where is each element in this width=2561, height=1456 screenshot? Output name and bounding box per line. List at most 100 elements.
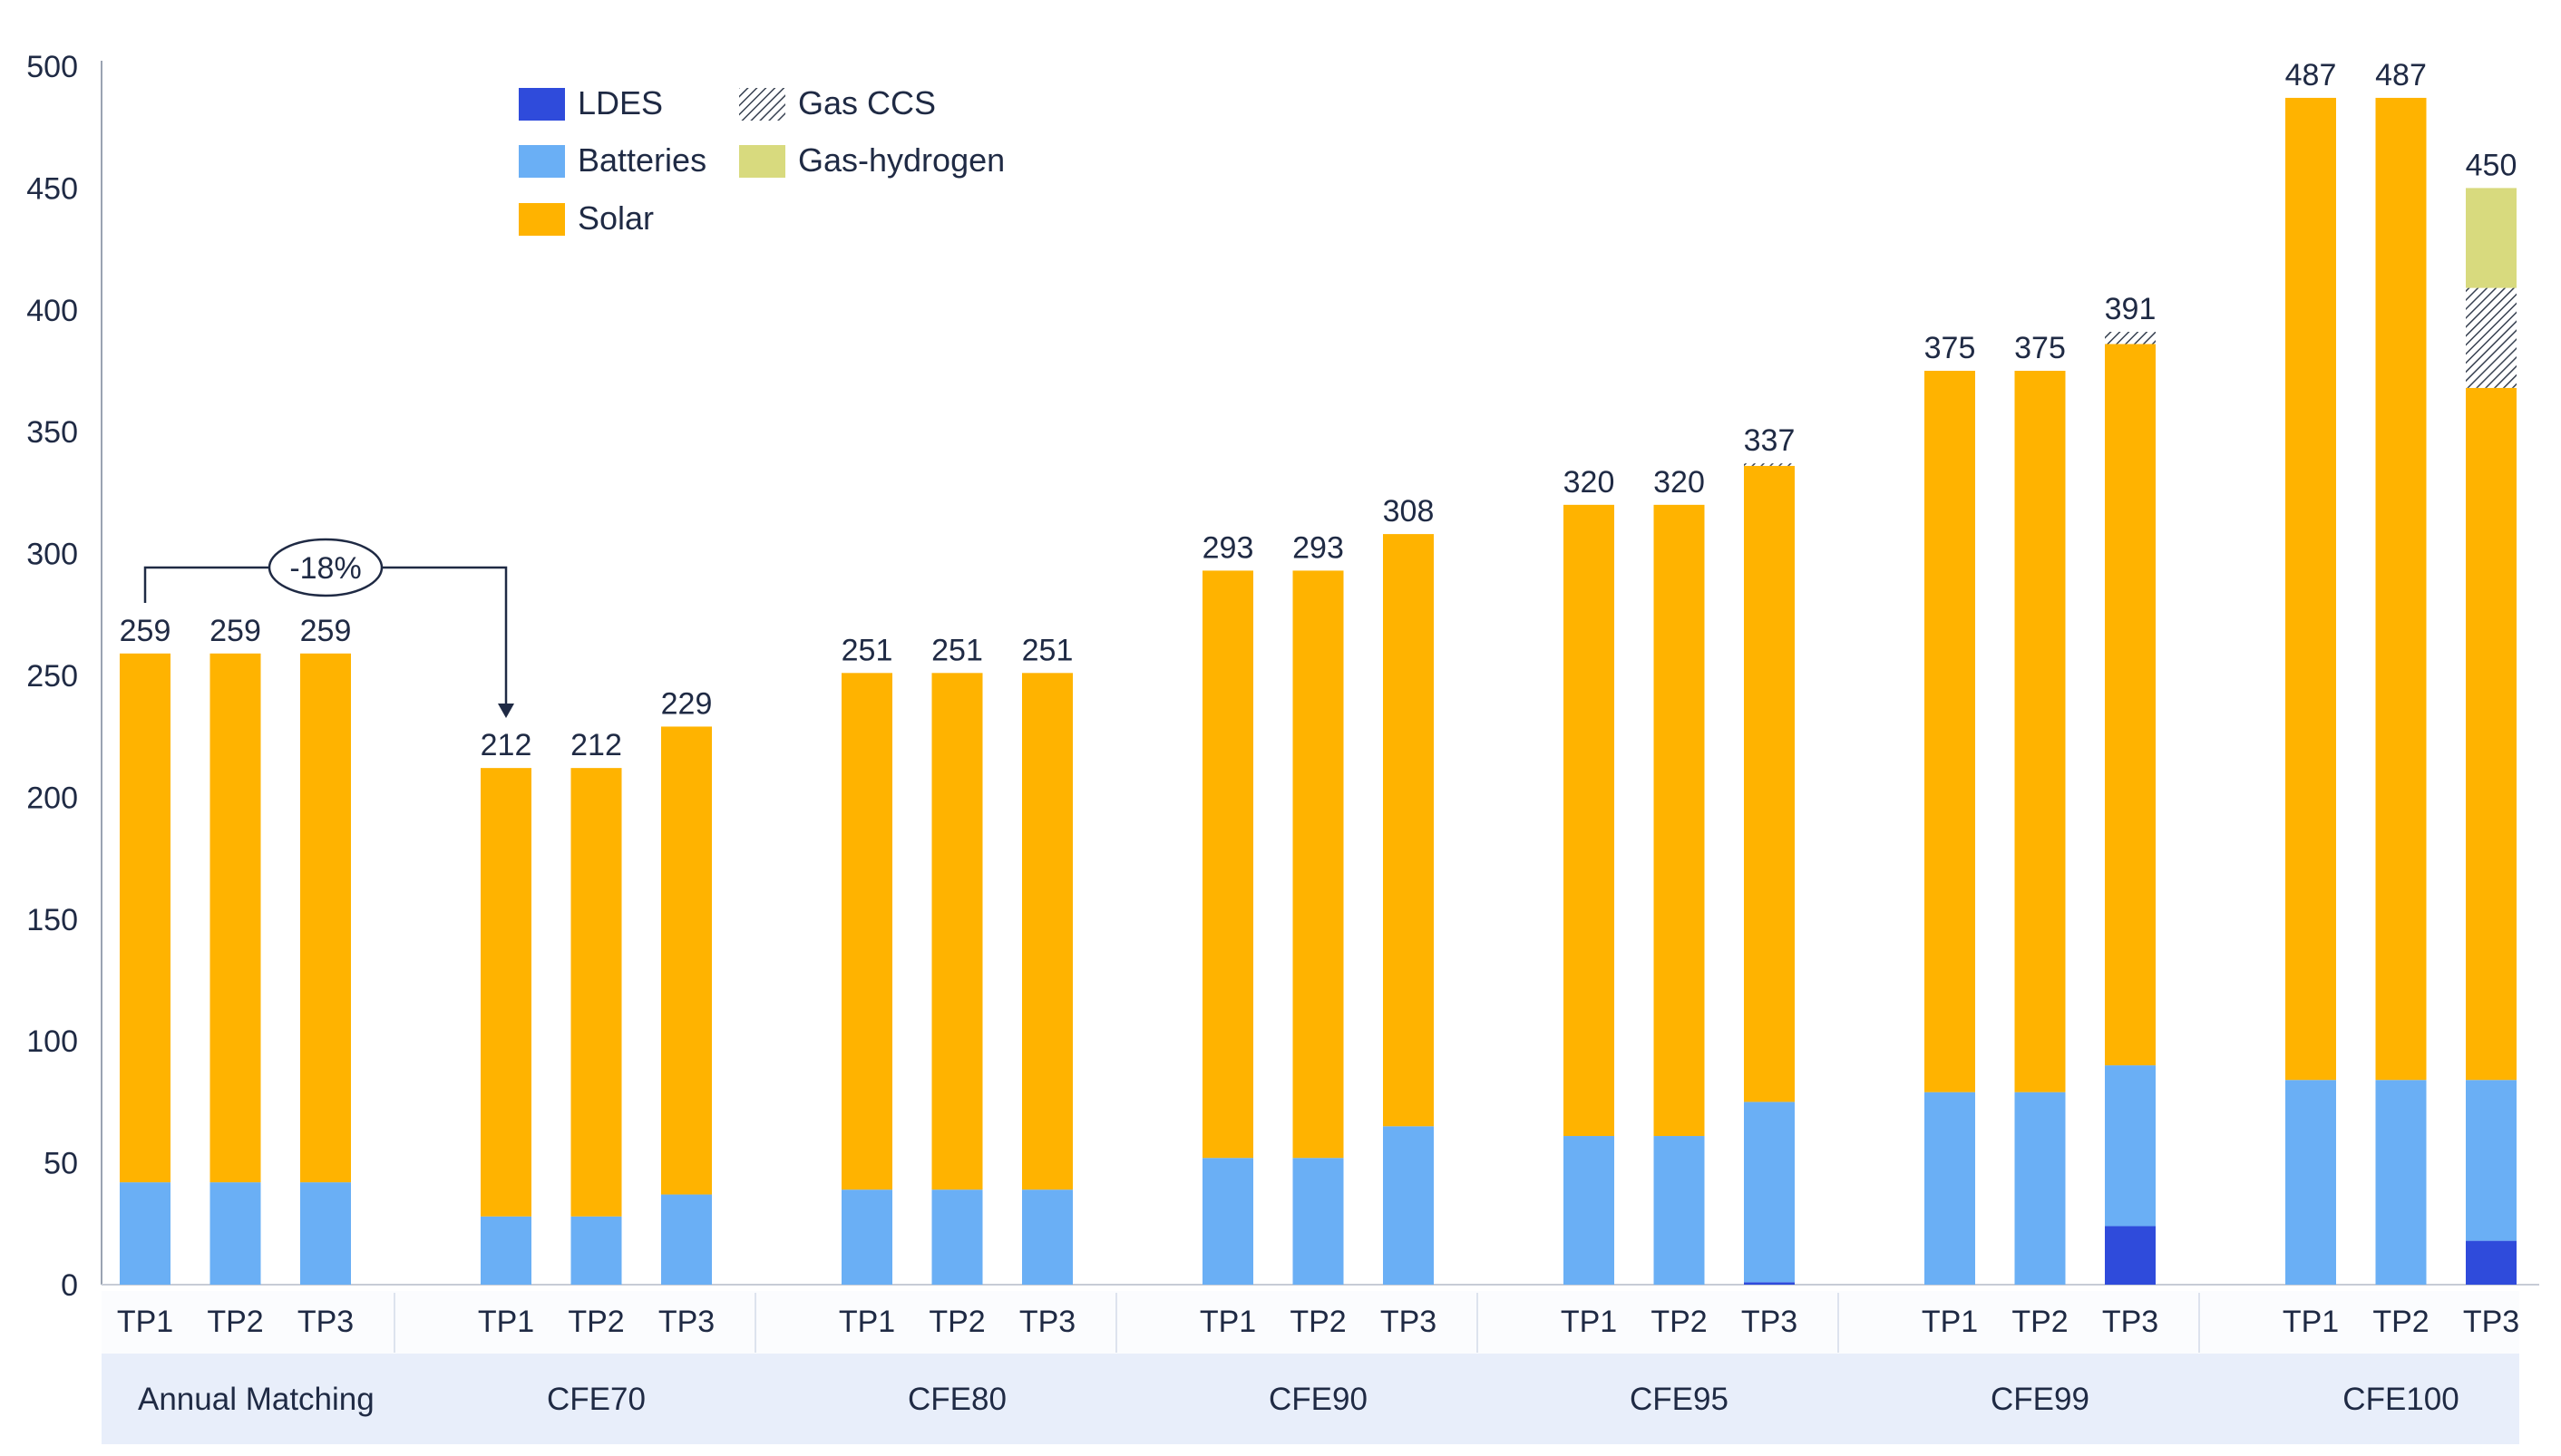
- bar-segment-solar: [2466, 387, 2517, 1081]
- bar-segment-ldes: [2105, 1226, 2156, 1285]
- x-tick-label: TP1: [2283, 1305, 2339, 1339]
- bar-segment-batteries: [209, 1182, 261, 1285]
- bar-segment-solar: [2014, 371, 2066, 1092]
- bar-segment-batteries: [120, 1182, 170, 1285]
- bar-segment-solar: [2105, 344, 2156, 1066]
- bar-segment-solar: [2375, 97, 2427, 1081]
- bar-segment-batteries: [1292, 1158, 1344, 1285]
- legend-swatch-gas-hydrogen: [739, 145, 785, 178]
- bar-segment-solar: [1744, 465, 1795, 1102]
- bar-segment-batteries: [2014, 1092, 2066, 1285]
- bar-segment-ldes: [2466, 1240, 2517, 1285]
- bar-segment-solar: [209, 653, 261, 1183]
- bar-segment-solar: [300, 653, 351, 1183]
- bar-total-label: 375: [1924, 331, 1976, 365]
- bar-segment-solar: [481, 768, 531, 1217]
- group-label-band-bg: [102, 1354, 2519, 1444]
- bar-segment-batteries: [2375, 1080, 2427, 1285]
- legend-label: Gas-hydrogen: [798, 141, 1005, 179]
- y-tick-label: 500: [26, 50, 78, 84]
- legend: LDES Gas CCS Batteries Gas-hydrogen Solar: [519, 84, 1005, 237]
- x-tick-label: TP2: [1651, 1305, 1707, 1339]
- bar-total-label: 229: [661, 686, 713, 721]
- x-tick-label: TP1: [117, 1305, 173, 1339]
- bar-total-label: 308: [1383, 494, 1435, 529]
- legend-swatch-ldes: [519, 88, 565, 121]
- x-tick-label: TP2: [2372, 1305, 2429, 1339]
- x-tick-label: TP3: [1741, 1305, 1797, 1339]
- bar-segment-solar: [1924, 371, 1975, 1092]
- legend-swatch-gas-ccs: [739, 88, 785, 121]
- bar-segment-gas-ccs: [2466, 287, 2517, 388]
- bar-segment-batteries: [1022, 1189, 1073, 1285]
- bar-segment-solar: [120, 653, 170, 1183]
- bar-total-label: 391: [2105, 292, 2157, 326]
- legend-swatch-solar: [519, 203, 565, 236]
- bar-segment-batteries: [570, 1216, 622, 1285]
- bar-segment-batteries: [1924, 1092, 1975, 1285]
- group-label: CFE70: [547, 1382, 646, 1417]
- bar-segment-batteries: [842, 1189, 892, 1285]
- bar-total-label: 337: [1744, 423, 1796, 458]
- annotation: -18%: [143, 538, 514, 718]
- bar-segment-solar: [1292, 570, 1344, 1159]
- bar-total-label: 259: [120, 614, 171, 648]
- bar-total-label: 293: [1292, 530, 1344, 565]
- bar-segment-batteries: [2285, 1080, 2336, 1285]
- annotation-pill: [268, 538, 384, 597]
- bar-segment-batteries: [931, 1189, 983, 1285]
- bar-total-label: 251: [931, 633, 983, 667]
- x-tick-label: TP3: [2102, 1305, 2158, 1339]
- group-label: CFE99: [1991, 1382, 2089, 1417]
- bar-segment-solar: [1022, 673, 1073, 1190]
- bar-segment-solar: [661, 726, 712, 1195]
- bar-total-label: 487: [2375, 58, 2427, 92]
- bar-total-label: 251: [1022, 633, 1074, 667]
- bar-segment-batteries: [661, 1194, 712, 1285]
- bar-total-label: 212: [481, 728, 532, 762]
- bar-total-label: 212: [570, 728, 622, 762]
- bar-segment-batteries: [1383, 1126, 1434, 1285]
- x-tick-label: TP1: [1200, 1305, 1256, 1339]
- bar-segment-batteries: [1653, 1136, 1705, 1285]
- bar-total-label: 375: [2014, 331, 2066, 365]
- y-tick-label: 200: [26, 781, 78, 815]
- bar-segment-gas-ccs: [2105, 331, 2156, 345]
- x-tick-label: TP3: [2463, 1305, 2519, 1339]
- bar-segment-batteries: [1744, 1102, 1795, 1283]
- x-tick-label: TP2: [2011, 1305, 2068, 1339]
- bar-segment-solar: [1563, 504, 1614, 1137]
- bar-segment-solar: [1653, 504, 1705, 1137]
- y-tick-label: 150: [26, 903, 78, 937]
- legend-swatch-batteries: [519, 145, 565, 178]
- group-label: Annual Matching: [138, 1382, 375, 1417]
- bar-segment-batteries: [481, 1216, 531, 1285]
- bar-segment-solar: [931, 673, 983, 1190]
- x-tick-label: TP1: [1561, 1305, 1617, 1339]
- bar-total-label: 251: [842, 633, 893, 667]
- bar-total-label: 450: [2466, 148, 2517, 182]
- tick-label-band: [102, 1291, 2519, 1354]
- bar-segment-ldes: [1744, 1282, 1795, 1285]
- bar-total-label: 259: [300, 614, 352, 648]
- group-label: CFE95: [1630, 1382, 1728, 1417]
- y-tick-label: 0: [61, 1268, 78, 1303]
- y-tick-label: 400: [26, 294, 78, 328]
- x-tick-label: TP2: [568, 1305, 624, 1339]
- bar-segment-solar: [1203, 570, 1253, 1159]
- bar-total-label: 487: [2285, 58, 2337, 92]
- x-tick-label: TP2: [207, 1305, 263, 1339]
- y-tick-label: 450: [26, 171, 78, 206]
- legend-label: LDES: [578, 84, 663, 121]
- x-tick-label: TP1: [478, 1305, 534, 1339]
- group-label: CFE100: [2342, 1382, 2459, 1417]
- x-tick-label: TP3: [297, 1305, 354, 1339]
- bar-total-label: 293: [1203, 530, 1254, 565]
- y-tick-label: 250: [26, 659, 78, 694]
- bar-segment-batteries: [1203, 1158, 1253, 1285]
- annotation-arrowhead: [498, 704, 514, 718]
- bars: [120, 97, 2517, 1285]
- bar-segment-gas-ccs: [1744, 463, 1795, 466]
- bar-segment-solar: [2285, 97, 2336, 1081]
- y-tick-label: 350: [26, 415, 78, 450]
